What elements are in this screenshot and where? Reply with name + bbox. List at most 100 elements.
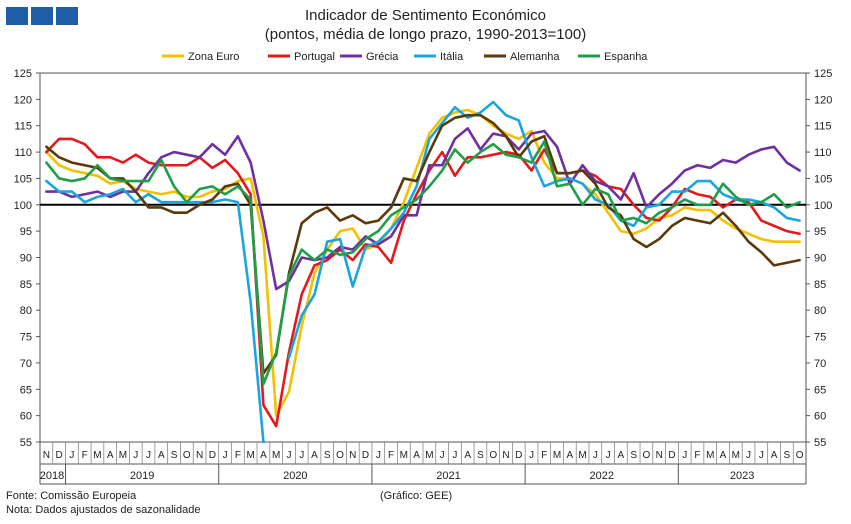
y-tick-label-left: 100 [14,200,32,212]
logo-square-3 [56,7,78,25]
y-tick-label-left: 110 [14,147,32,159]
chart-credit: (Gráfico: GEE) [380,490,453,502]
month-label: J [69,450,74,461]
y-tick-label-right: 115 [814,121,832,133]
month-label: M [732,450,740,461]
month-label: M [93,450,101,461]
y-tick-label-right: 60 [814,411,826,423]
month-label: J [746,450,751,461]
y-tick-label-right: 55 [814,437,826,449]
month-label: A [413,450,420,461]
month-label: S [784,450,791,461]
y-tick-label-right: 90 [814,253,826,265]
legend-label: Zona Euro [188,51,239,63]
chart-title: Indicador de Sentimento Económico [305,7,546,24]
month-label: M [400,450,408,461]
series-line [45,108,801,417]
legend-label: Espanha [604,51,648,63]
month-label: D [209,450,216,461]
y-tick-label-left: 105 [14,173,32,185]
y-tick-label-right: 80 [814,305,826,317]
series-line [45,127,801,291]
y-tick-label-left: 55 [20,437,32,449]
month-label: M [246,450,254,461]
legend-label: Alemanha [510,51,560,63]
y-tick-label-left: 80 [20,305,32,317]
month-label: N [656,450,663,461]
month-label: D [515,450,522,461]
year-label: 2021 [436,470,460,482]
chart-subtitle: (pontos, média de longo prazo, 1990-2013… [264,26,587,43]
month-label: J [593,450,598,461]
y-tick-label-left: 125 [14,68,32,80]
month-label: D [362,450,369,461]
month-label: S [324,450,331,461]
month-label: O [796,450,804,461]
chart-title-block: Indicador de Sentimento Económico (ponto… [0,6,851,44]
y-tick-label-right: 110 [814,147,832,159]
month-label: F [82,450,88,461]
month-label: O [183,450,191,461]
month-label: A [618,450,625,461]
month-label: J [452,450,457,461]
month-label: M [553,450,561,461]
logo-square-1 [6,7,28,25]
month-label: O [643,450,651,461]
legend-label: Portugal [294,51,335,63]
month-label: M [119,450,127,461]
month-label: A [158,450,165,461]
source-note: Fonte: Comissão Europeia [6,490,137,502]
y-tick-label-left: 65 [20,384,32,396]
month-label: S [477,450,484,461]
month-label: A [260,450,267,461]
year-label: 2019 [130,470,154,482]
month-label: J [299,450,304,461]
y-tick-label-right: 75 [814,332,826,344]
y-tick-label-right: 125 [814,68,832,80]
series-line [45,137,801,428]
y-tick-label-right: 120 [814,94,832,106]
y-tick-label-left: 75 [20,332,32,344]
y-tick-label-left: 85 [20,279,32,291]
month-label: D [668,450,675,461]
month-label: J [682,450,687,461]
month-label: S [630,450,637,461]
month-label: A [107,450,114,461]
month-label: N [196,450,203,461]
y-tick-label-right: 70 [814,358,826,370]
y-tick-label-left: 120 [14,94,32,106]
month-label: O [336,450,344,461]
month-label: A [566,450,573,461]
month-label: J [376,450,381,461]
plot-frame [39,72,807,443]
y-tick-label-right: 100 [814,200,832,212]
month-label: A [464,450,471,461]
month-label: A [771,450,778,461]
adjustment-note: Nota: Dados ajustados de sazonalidade [6,504,201,516]
month-label: J [146,450,151,461]
legend-label: Itália [440,51,464,63]
month-label: J [440,450,445,461]
series-line [45,100,801,444]
month-label: J [529,450,534,461]
series-line [45,113,801,375]
y-tick-label-right: 95 [814,226,826,238]
month-label: A [720,450,727,461]
month-label: O [489,450,497,461]
year-label: 2023 [730,470,754,482]
month-label: S [171,450,178,461]
year-label: 2018 [40,470,64,482]
logo [6,7,78,25]
month-label: J [223,450,228,461]
month-label: J [759,450,764,461]
y-tick-label-left: 95 [20,226,32,238]
month-label: D [56,450,63,461]
y-tick-label-left: 70 [20,358,32,370]
month-label: M [706,450,714,461]
month-label: M [425,450,433,461]
series-line [45,140,801,386]
month-label: M [578,450,586,461]
month-label: A [311,450,318,461]
month-label: N [43,450,50,461]
